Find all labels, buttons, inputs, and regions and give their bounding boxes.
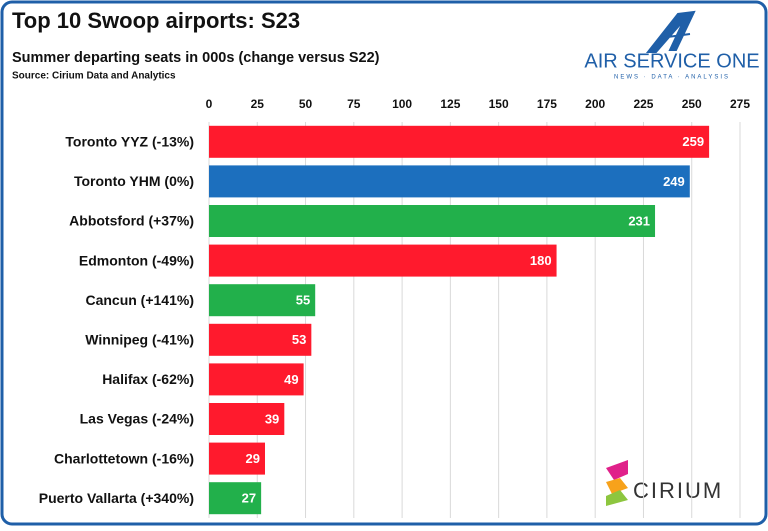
x-tick-label: 75 [347, 97, 361, 111]
chart-title: Top 10 Swoop airports: S23 [12, 8, 300, 33]
logo-tagline: NEWS · DATA · ANALYSIS [614, 75, 730, 81]
y-tick-label: Abbotsford (+37%) [69, 213, 194, 229]
x-tick-label: 250 [682, 97, 702, 111]
value-label: 29 [246, 451, 260, 466]
y-tick-label: Cancun (+141%) [85, 292, 194, 308]
bar [209, 244, 557, 277]
value-label: 180 [530, 253, 552, 268]
bar [209, 125, 710, 158]
x-tick-label: 150 [489, 97, 509, 111]
x-tick-label: 200 [585, 97, 605, 111]
x-tick-label: 0 [206, 97, 213, 111]
value-label: 27 [242, 491, 256, 506]
x-tick-label: 175 [537, 97, 557, 111]
logo-mark [645, 10, 696, 53]
bar [209, 482, 262, 515]
y-tick-label: Winnipeg (-41%) [85, 332, 194, 348]
bar [209, 205, 656, 237]
y-tick-label: Puerto Vallarta (+340%) [39, 490, 194, 506]
bar [209, 363, 304, 396]
bar [209, 165, 690, 198]
x-tick-label: 25 [251, 97, 265, 111]
x-tick-label: 125 [440, 97, 460, 111]
cirium-logo [606, 460, 628, 506]
y-tick-label: Charlottetown (-16%) [54, 450, 194, 466]
source: Source: Cirium Data and Analytics [12, 71, 176, 82]
bar [209, 323, 312, 356]
y-tick-label: Las Vegas (-24%) [80, 411, 194, 427]
logo-text: AIR SERVICE ONE [584, 50, 759, 72]
value-label: 53 [292, 332, 306, 347]
x-tick-label: 50 [299, 97, 313, 111]
x-tick-label: 225 [633, 97, 653, 111]
value-label: 39 [265, 411, 279, 426]
x-tick-label: 100 [392, 97, 412, 111]
value-label: 259 [682, 134, 704, 149]
y-tick-label: Toronto YYZ (-13%) [65, 134, 194, 150]
value-label: 49 [284, 372, 298, 387]
bar [209, 284, 316, 317]
value-label: 55 [296, 293, 310, 308]
bar [209, 403, 285, 435]
value-label: 231 [628, 213, 650, 228]
y-tick-label: Halifax (-62%) [102, 371, 194, 387]
bar [209, 442, 265, 475]
y-tick-label: Toronto YHM (0%) [74, 173, 194, 189]
cirium-text: CIRIUM [633, 478, 723, 503]
y-tick-label: Edmonton (-49%) [79, 252, 194, 268]
x-tick-label: 275 [730, 97, 750, 111]
chart-subtitle: Summer departing seats in 000s (change v… [12, 50, 380, 66]
value-label: 249 [663, 174, 685, 189]
